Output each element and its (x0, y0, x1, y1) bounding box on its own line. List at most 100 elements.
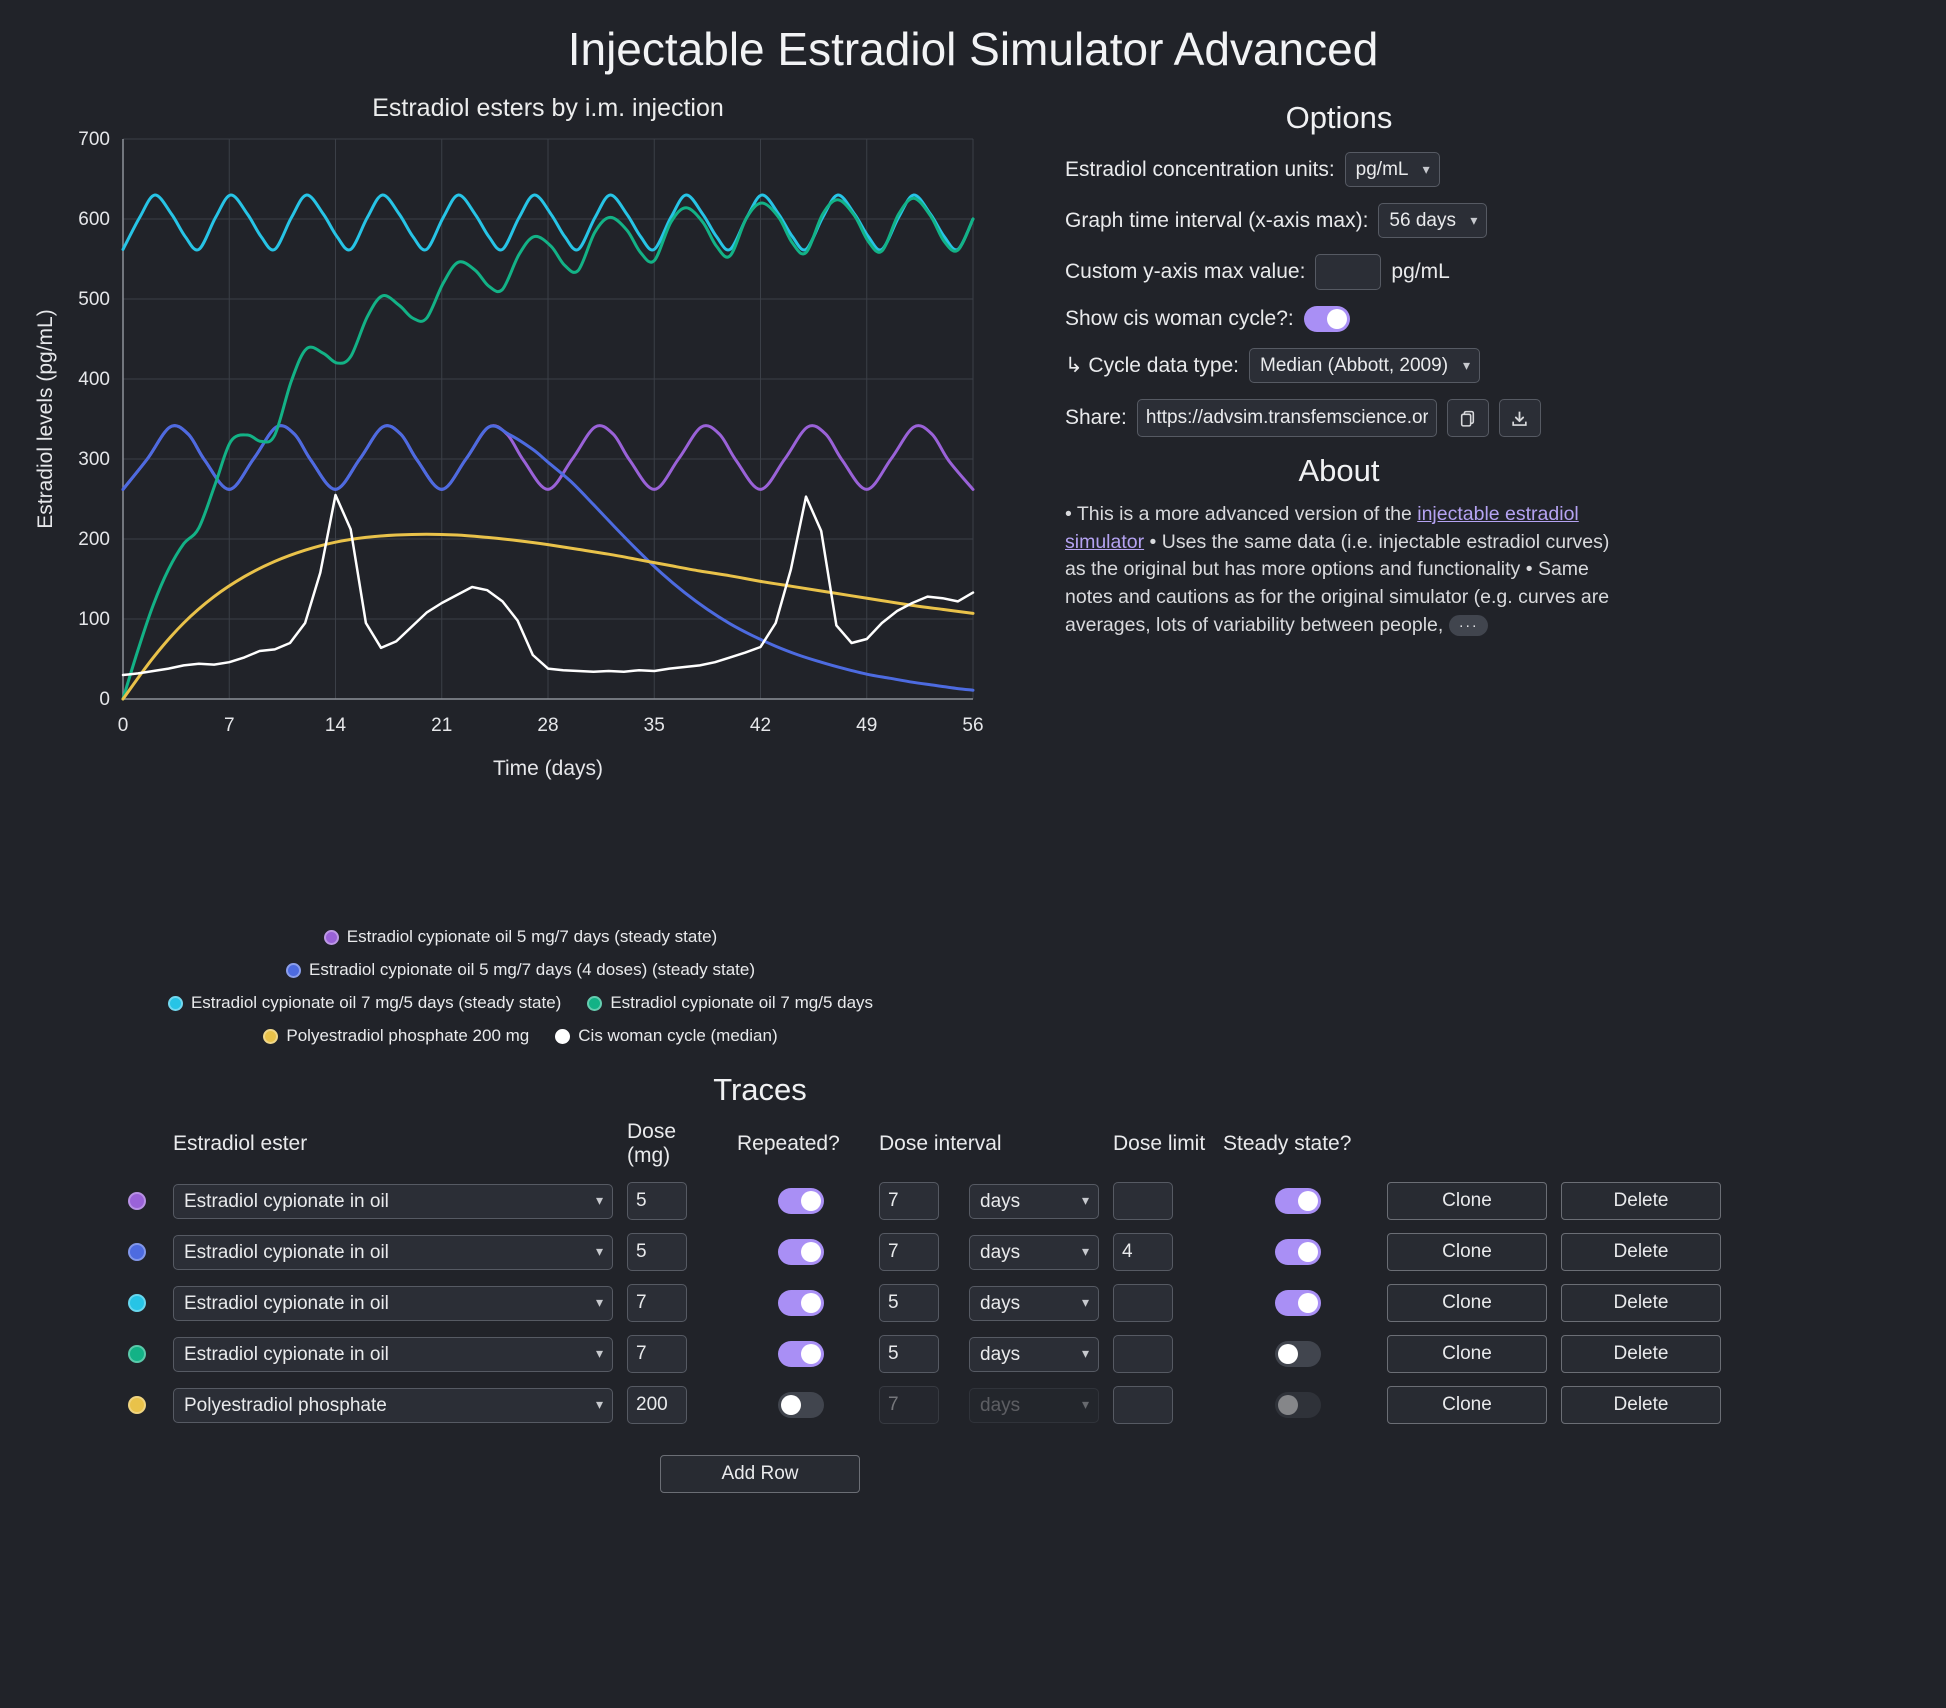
series-curve-3 (121, 196, 975, 701)
repeated-column-header: Repeated? (737, 1132, 840, 1155)
clone-button[interactable]: Clone (1387, 1386, 1547, 1424)
legend-item[interactable]: Estradiol cypionate oil 7 mg/5 days (ste… (167, 993, 561, 1013)
dose-input[interactable] (627, 1386, 687, 1424)
clone-button[interactable]: Clone (1387, 1284, 1547, 1322)
dose-interval-unit-select[interactable]: days (969, 1183, 1099, 1219)
dose-interval-unit-select[interactable]: days (969, 1285, 1099, 1321)
y-tick-label: 400 (78, 369, 110, 390)
chart-title: Estradiol esters by i.m. injection (372, 94, 724, 122)
dose-interval-unit-select[interactable]: days (969, 1336, 1099, 1372)
dose-interval-input[interactable] (879, 1182, 939, 1220)
dose-interval-input[interactable] (879, 1335, 939, 1373)
clone-button[interactable]: Clone (1387, 1335, 1547, 1373)
time-interval-select-wrap: 56 days (1378, 203, 1488, 238)
delete-button[interactable]: Delete (1561, 1284, 1721, 1322)
steady-state-toggle[interactable] (1275, 1188, 1321, 1214)
share-label: Share: (1065, 406, 1127, 429)
dose-limit-input[interactable] (1113, 1233, 1173, 1271)
app-root: Injectable Estradiol Simulator Advanced … (0, 22, 1946, 1493)
dose-limit-input[interactable] (1113, 1335, 1173, 1373)
download-share-button[interactable] (1498, 399, 1541, 437)
original-simulator-link[interactable]: injectable estradiol simulator (1065, 503, 1579, 553)
dose-input[interactable] (627, 1182, 687, 1220)
repeated-toggle[interactable] (778, 1392, 824, 1418)
repeated-toggle[interactable] (778, 1290, 824, 1316)
legend-marker (587, 995, 603, 1011)
x-tick-label: 7 (224, 715, 235, 736)
ester-column-header: Estradiol ester (173, 1132, 308, 1155)
dose-limit-input[interactable] (1113, 1284, 1173, 1322)
add-row-wrap: Add Row (115, 1437, 1405, 1493)
custom-ymax-input[interactable] (1315, 254, 1382, 290)
toggle-knob (781, 1395, 801, 1415)
about-show-more-button[interactable]: ··· (1448, 615, 1489, 637)
legend-item[interactable]: Estradiol cypionate oil 7 mg/5 days (587, 993, 873, 1013)
cycle-type-label: ↳ Cycle data type: (1065, 354, 1240, 377)
ester-select[interactable]: Estradiol cypionate in oil (173, 1183, 613, 1219)
dose-input[interactable] (627, 1233, 687, 1271)
y-tick-label: 700 (78, 129, 110, 150)
traces-heading-wrap: Traces (115, 1072, 1405, 1108)
legend-item[interactable]: Estradiol cypionate oil 5 mg/7 days (ste… (323, 927, 718, 947)
steady-state-toggle[interactable] (1275, 1341, 1321, 1367)
legend-label: Estradiol cypionate oil 7 mg/5 days (610, 993, 874, 1012)
about-heading: About (1298, 453, 1380, 488)
estradiol-levels-chart: 0 7 14 21 28 35 42 49 56 0 100 200 300 400 500 600 700 Es… (34, 94, 984, 780)
dose-limit-input[interactable] (1113, 1182, 1173, 1220)
steady-state-toggle[interactable] (1275, 1239, 1321, 1265)
delete-button[interactable]: Delete (1561, 1386, 1721, 1424)
legend-item[interactable]: Cis woman cycle (median) (555, 1026, 778, 1046)
legend-item[interactable]: Polyestradiol phosphate 200 mg (263, 1026, 529, 1046)
series-curve-2 (121, 193, 975, 252)
add-row-button[interactable]: Add Row (660, 1455, 860, 1493)
units-select[interactable]: pg/mL (1344, 152, 1440, 187)
units-label: Estradiol concentration units: (1065, 157, 1335, 181)
repeated-toggle[interactable] (778, 1239, 824, 1265)
y-tick-label: 0 (99, 689, 110, 710)
ester-select[interactable]: Polyestradiol phosphate (173, 1387, 613, 1423)
dose-interval-unit-select[interactable]: days (969, 1234, 1099, 1270)
trace-color-dot (128, 1294, 146, 1312)
ester-select[interactable]: Estradiol cypionate in oil (173, 1285, 613, 1321)
repeated-toggle[interactable] (778, 1341, 824, 1367)
share-row: Share: (1065, 399, 1613, 437)
delete-button[interactable]: Delete (1561, 1233, 1721, 1271)
copy-share-link-button[interactable] (1446, 399, 1489, 437)
show-cycle-toggle[interactable] (1303, 306, 1350, 332)
dose-interval-input[interactable] (879, 1233, 939, 1271)
legend-label: Estradiol cypionate oil 5 mg/7 days (4 d… (309, 960, 755, 979)
delete-button[interactable]: Delete (1561, 1335, 1721, 1373)
y-tick-label: 500 (78, 289, 110, 310)
x-tick-label: 0 (118, 715, 129, 736)
time-interval-select[interactable]: 56 days (1378, 203, 1488, 238)
steady-state-toggle[interactable] (1275, 1290, 1321, 1316)
cycle-toggle-row: Show cis woman cycle?: (1065, 306, 1613, 332)
dose-input[interactable] (627, 1335, 687, 1373)
ester-select[interactable]: Estradiol cypionate in oil (173, 1234, 613, 1270)
dose-column-header: Dose (mg) (627, 1120, 677, 1167)
ester-select-wrap: Estradiol cypionate in oil (173, 1183, 613, 1219)
chart-panel: 0 7 14 21 28 35 42 49 56 0 100 200 300 400 500 600 700 Es… (28, 84, 1013, 1046)
cycle-type-select[interactable]: Median (Abbott, 2009) (1249, 348, 1481, 383)
x-tick-label: 56 (962, 715, 983, 736)
repeated-toggle[interactable] (778, 1188, 824, 1214)
legend-item[interactable]: Estradiol cypionate oil 5 mg/7 days (4 d… (286, 960, 755, 980)
y-tick-label: 100 (78, 609, 110, 630)
share-url-input[interactable] (1136, 399, 1437, 437)
delete-button[interactable]: Delete (1561, 1182, 1721, 1220)
toggle-knob (1298, 1191, 1318, 1211)
trace-row: Estradiol cypionate in oil days Clone Delet… (115, 1335, 1946, 1373)
custom-ymax-unit: pg/mL (1391, 260, 1450, 283)
dose-limit-input[interactable] (1113, 1386, 1173, 1424)
ester-select[interactable]: Estradiol cypionate in oil (173, 1336, 613, 1372)
clone-button[interactable]: Clone (1387, 1182, 1547, 1220)
dose-interval-unit-select-wrap: days (969, 1183, 1099, 1219)
about-text: • This is a more advanced version of the… (1065, 501, 1613, 639)
trace-row: Estradiol cypionate in oil days Clone Delet… (115, 1284, 1946, 1322)
clone-button[interactable]: Clone (1387, 1233, 1547, 1271)
cycle-type-row: ↳ Cycle data type: Median (Abbott, 2009) (1065, 348, 1613, 383)
legend-label: Estradiol cypionate oil 5 mg/7 days (ste… (346, 927, 718, 946)
dose-interval-input[interactable] (879, 1284, 939, 1322)
units-row: Estradiol concentration units: pg/mL (1065, 152, 1613, 187)
dose-input[interactable] (627, 1284, 687, 1322)
